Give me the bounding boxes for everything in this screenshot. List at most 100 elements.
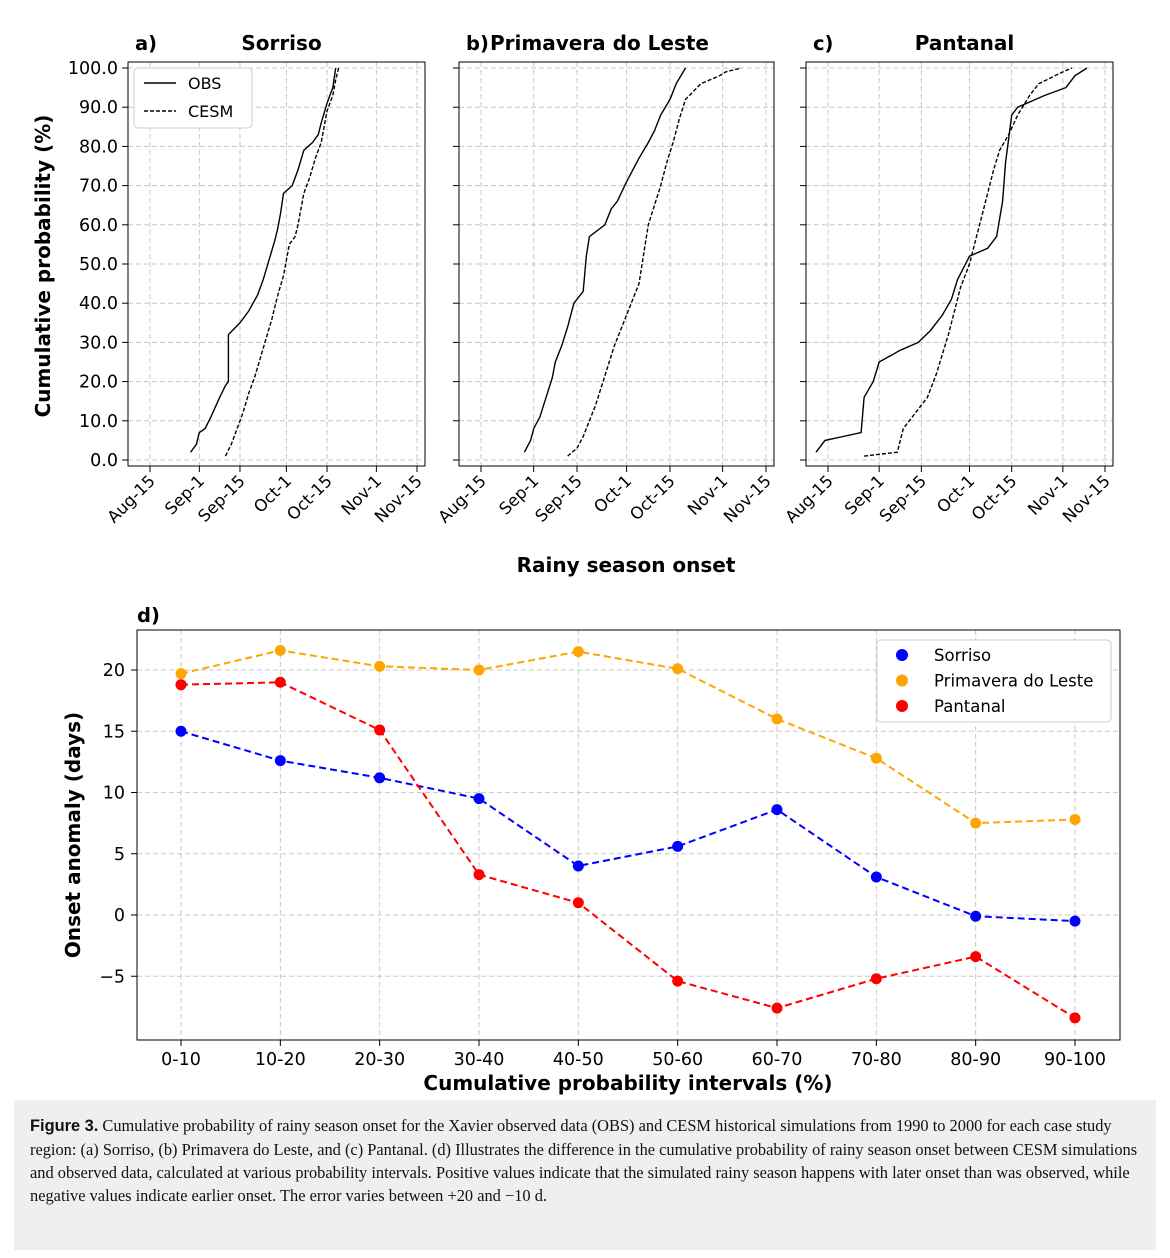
x-tick-label: 30-40 (454, 1050, 505, 1070)
x-tick-label: 90-100 (1044, 1050, 1106, 1070)
x-tick-label: Nov-15 (1059, 471, 1114, 526)
y-tick-label: 20 (103, 661, 125, 681)
x-tick-label: 70-80 (851, 1050, 902, 1070)
y-tick-label: 50.0 (79, 255, 118, 275)
x-tick-label: Oct-15 (626, 471, 679, 524)
series-line-primavera-do-leste (180, 649, 1076, 825)
data-point-pantanal (374, 724, 386, 736)
x-tick-label: 10-20 (255, 1050, 306, 1070)
x-tick-label: Aug-15 (104, 471, 159, 526)
y-tick-label: 10.0 (79, 412, 118, 432)
data-point-primavera-do-leste (473, 664, 485, 676)
x-tick-label: Oct-15 (968, 471, 1021, 524)
panel-label: b) (466, 32, 489, 55)
panel-d: 0-10 10-20 20-30 30-40 40-50 50-60 60-70 70-80 8… (61, 604, 1121, 1095)
caption-text: Cumulative probability of rainy season o… (30, 1116, 1138, 1205)
data-point-pantanal (572, 897, 584, 909)
plot-frame (136, 629, 1121, 1041)
y-tick-label: −5 (99, 967, 125, 987)
caption-label: Figure 3. (30, 1117, 99, 1135)
plot-frame (458, 61, 775, 467)
y-tick-label: 70.0 (79, 177, 118, 197)
x-tick-label: Sep-15 (531, 471, 585, 525)
data-point-sorriso (870, 871, 882, 883)
x-tick-label: 40-50 (553, 1050, 604, 1070)
y-tick-label: 0.0 (90, 451, 118, 471)
legend-label-obs: OBS (188, 74, 221, 93)
series-line-obs (815, 67, 1088, 453)
y-tick-label: 5 (114, 845, 125, 865)
legend: OBS CESM (133, 67, 253, 129)
y-tick-label: 30.0 (79, 333, 118, 353)
series-line-cesm (864, 67, 1073, 457)
x-tick-label: Aug-15 (435, 471, 490, 526)
data-point-sorriso (175, 725, 187, 737)
data-point-pantanal (970, 951, 982, 963)
x-tick-label: Aug-15 (782, 471, 837, 526)
data-point-sorriso (473, 793, 485, 805)
data-point-pantanal (274, 676, 286, 688)
y-tick-label: 20.0 (79, 373, 118, 393)
plot-frame (127, 61, 426, 467)
legend-marker-pantanal (896, 700, 908, 712)
data-point-primavera-do-leste (274, 644, 286, 656)
y-tick-label: 40.0 (79, 294, 118, 314)
figure-caption: Figure 3. Cumulative probability of rain… (14, 1100, 1156, 1250)
data-point-pantanal (175, 679, 187, 691)
y-tick-label: 80.0 (79, 137, 118, 157)
x-tick-label: 50-60 (652, 1050, 703, 1070)
data-point-primavera-do-leste (870, 752, 882, 764)
legend-marker-sorriso (896, 649, 908, 661)
legend-label-primavera-do-leste: Primavera do Leste (934, 672, 1093, 691)
panel-label: a) (135, 32, 157, 55)
legend: Sorriso Primavera do Leste Pantanal (876, 639, 1112, 723)
panel-label: c) (813, 32, 833, 55)
series-line-sorriso (180, 730, 1076, 923)
data-point-pantanal (672, 975, 684, 987)
legend-frame (876, 639, 1112, 723)
x-axis-label: Cumulative probability intervals (%) (423, 1071, 832, 1095)
y-tick-label: 10 (103, 784, 125, 804)
y-tick-label: 15 (103, 722, 125, 742)
legend-label-cesm: CESM (188, 102, 233, 121)
data-point-primavera-do-leste (672, 663, 684, 675)
data-point-sorriso (1069, 915, 1081, 927)
series-line-cesm (224, 67, 340, 457)
y-axis-label: Onset anomaly (days) (61, 712, 85, 958)
data-point-pantanal (771, 1002, 783, 1014)
panel-label: d) (137, 604, 160, 627)
data-point-sorriso (771, 804, 783, 816)
top-y-axis-label: Cumulative probability (%) (31, 115, 55, 418)
legend-marker-primavera-do-leste (896, 674, 908, 687)
data-point-sorriso (274, 755, 286, 767)
x-tick-label: Nov-15 (720, 471, 775, 526)
data-point-primavera-do-leste (970, 817, 982, 829)
data-point-primavera-do-leste (771, 713, 783, 725)
panel-title: Pantanal (915, 31, 1015, 55)
y-tick-label: 90.0 (79, 98, 118, 118)
data-point-primavera-do-leste (175, 668, 187, 680)
series-line-obs (190, 67, 337, 453)
data-point-pantanal (473, 869, 485, 881)
x-tick-label: 60-70 (752, 1050, 803, 1070)
y-tick-label: 60.0 (79, 216, 118, 236)
data-point-sorriso (572, 860, 584, 872)
series-line-obs (523, 67, 687, 453)
panel-title: Sorriso (241, 31, 321, 55)
x-tick-label: 0-10 (161, 1050, 201, 1070)
panel-title: Primavera do Leste (490, 31, 709, 55)
top-x-axis-label: Rainy season onset (517, 553, 736, 577)
data-point-pantanal (870, 973, 882, 985)
data-point-primavera-do-leste (1069, 813, 1081, 825)
legend-label-pantanal: Pantanal (934, 697, 1006, 716)
y-tick-label: 100.0 (68, 59, 118, 79)
data-point-sorriso (970, 910, 982, 922)
data-point-sorriso (374, 772, 386, 784)
x-tick-label: 80-90 (950, 1050, 1001, 1070)
series-line-pantanal (180, 681, 1076, 1019)
data-point-primavera-do-leste (572, 646, 584, 658)
